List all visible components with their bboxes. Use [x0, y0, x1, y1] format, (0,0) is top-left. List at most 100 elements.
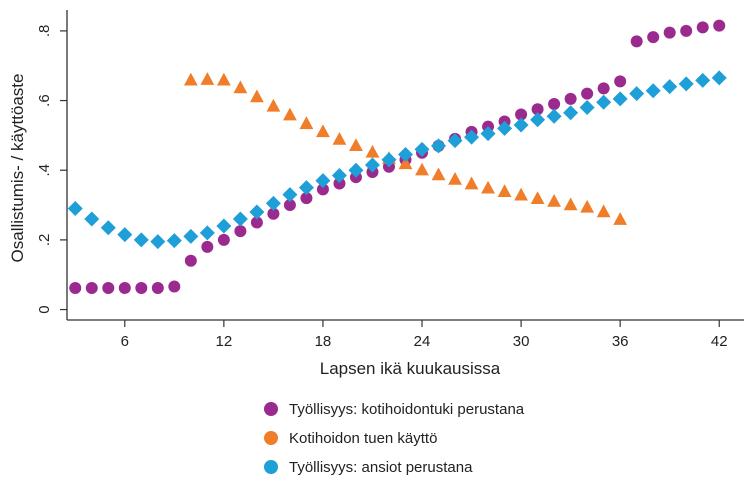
data-point-diamond: [133, 232, 149, 248]
data-point-triangle: [497, 184, 512, 197]
data-point-diamond: [678, 76, 694, 92]
data-point-triangle: [530, 191, 545, 204]
data-point-diamond: [166, 233, 182, 249]
data-point-triangle: [580, 199, 595, 213]
x-tick-label: 18: [315, 333, 332, 350]
data-point-circle: [201, 240, 214, 253]
legend-swatch-2: [264, 431, 278, 445]
data-point-triangle: [514, 187, 528, 201]
data-point-circle: [118, 281, 131, 294]
data-point-triangle: [316, 124, 330, 138]
data-point-circle: [267, 207, 280, 220]
y-tick-label: .4: [36, 164, 53, 177]
data-point-triangle: [596, 204, 611, 218]
data-point-diamond: [331, 167, 347, 183]
data-point-circle: [184, 254, 197, 267]
axes: 6 12 18 24 30 36 42 0 .2 .4 .6 .8: [36, 10, 744, 350]
x-tick-label: 36: [612, 333, 629, 350]
data-point-diamond: [150, 234, 166, 250]
data-point-triangle: [299, 116, 314, 130]
data-point-triangle: [332, 131, 347, 145]
data-point-circle: [630, 35, 643, 48]
data-point-diamond: [282, 187, 298, 203]
data-point-circle: [647, 31, 660, 44]
data-point-triangle: [464, 176, 479, 190]
data-point-circle: [548, 98, 561, 111]
data-point-diamond: [431, 138, 447, 154]
legend-swatch-3: [264, 460, 278, 474]
data-point-circle: [217, 233, 230, 246]
data-point-triangle: [216, 72, 231, 86]
data-point-triangle: [200, 72, 215, 85]
data-point-triangle: [431, 167, 446, 181]
data-point-circle: [69, 281, 82, 294]
data-point-triangle: [448, 172, 462, 185]
series-3: [67, 70, 727, 250]
series-1: [69, 19, 726, 294]
legend-swatch-1: [264, 402, 278, 416]
data-point-triangle: [415, 162, 429, 176]
data-point-triangle: [481, 180, 495, 194]
data-point-diamond: [364, 157, 380, 173]
data-point-diamond: [67, 201, 83, 217]
data-point-triangle: [283, 107, 297, 121]
data-point-circle: [234, 225, 247, 238]
data-point-circle: [564, 92, 577, 105]
data-point-circle: [300, 192, 313, 205]
data-point-diamond: [497, 120, 513, 136]
data-point-triangle: [365, 144, 380, 158]
data-point-diamond: [645, 83, 661, 99]
data-point-diamond: [612, 91, 628, 107]
y-tick-label: .6: [36, 94, 53, 107]
chart-marks: [67, 19, 727, 294]
data-point-triangle: [266, 98, 281, 112]
data-point-circle: [85, 281, 98, 294]
data-point-diamond: [662, 79, 678, 95]
data-point-diamond: [480, 126, 496, 142]
x-axis-label: Lapsen ikä kuukausissa: [320, 359, 501, 378]
data-point-diamond: [199, 225, 215, 241]
data-point-diamond: [447, 133, 463, 149]
data-point-diamond: [100, 220, 116, 236]
data-point-diamond: [249, 204, 265, 220]
data-point-diamond: [117, 227, 133, 243]
data-point-triangle: [547, 193, 562, 207]
data-point-diamond: [546, 108, 562, 124]
legend: Työllisyys: kotihoidontuki perustana Koti…: [264, 401, 525, 476]
legend-label-1: Työllisyys: kotihoidontuki perustana: [289, 401, 525, 418]
data-point-diamond: [315, 173, 331, 189]
data-point-diamond: [84, 211, 100, 227]
data-point-circle: [597, 82, 610, 95]
data-point-diamond: [711, 70, 727, 86]
data-point-circle: [316, 183, 329, 196]
data-point-circle: [151, 281, 164, 294]
data-point-triangle: [563, 197, 578, 211]
data-point-circle: [102, 281, 115, 294]
y-tick-label: 0: [36, 305, 53, 313]
data-point-circle: [283, 199, 296, 212]
data-point-circle: [531, 103, 544, 116]
data-point-diamond: [298, 180, 314, 196]
x-tick-label: 24: [414, 333, 431, 350]
y-axis-label: Osallistumis- / käyttöaste: [8, 74, 27, 263]
data-point-diamond: [629, 86, 645, 102]
data-point-diamond: [513, 117, 529, 133]
x-tick-label: 6: [121, 333, 129, 350]
y-tick-label: .2: [36, 234, 53, 247]
data-point-diamond: [579, 100, 595, 116]
data-point-circle: [250, 216, 263, 229]
data-point-triangle: [398, 156, 413, 170]
data-point-circle: [663, 26, 676, 39]
data-point-triangle: [613, 212, 628, 225]
legend-label-2: Kotihoidon tuen käyttö: [289, 430, 437, 447]
data-point-diamond: [695, 72, 711, 88]
data-point-circle: [614, 75, 627, 88]
data-point-triangle: [249, 89, 264, 103]
x-tick-label: 42: [711, 333, 728, 350]
data-point-diamond: [530, 112, 546, 128]
data-point-triangle: [233, 80, 248, 94]
legend-label-3: Työllisyys: ansiot perustana: [289, 459, 473, 476]
data-point-diamond: [265, 195, 281, 211]
data-point-circle: [333, 177, 346, 190]
